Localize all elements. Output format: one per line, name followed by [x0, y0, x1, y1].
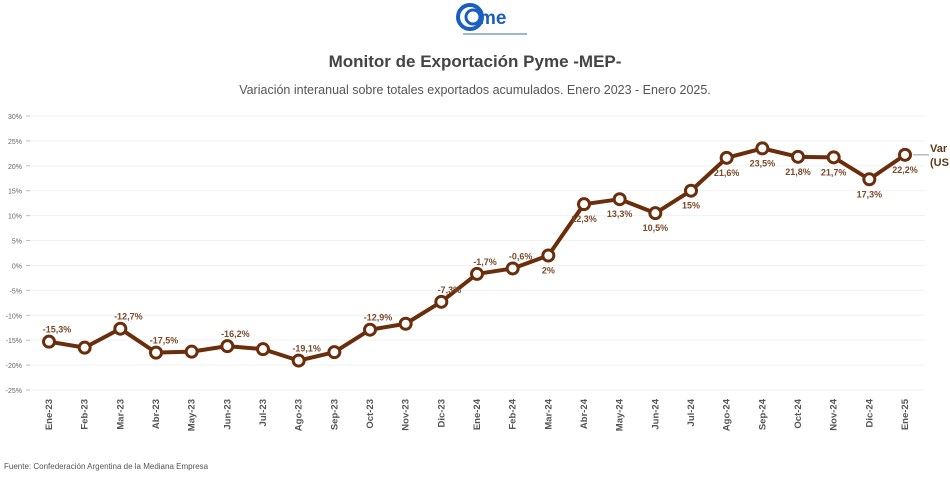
data-point	[648, 206, 663, 221]
chart-title: Monitor de Exportación Pyme -MEP-	[328, 52, 622, 71]
data-point	[541, 248, 556, 263]
x-tick-label: Abr-23	[151, 399, 162, 429]
y-tick-label: -10%	[6, 313, 22, 320]
data-point	[220, 339, 235, 354]
x-tick-label: Mar-24	[543, 398, 554, 429]
data-point	[434, 294, 449, 309]
y-tick-label: 15%	[8, 189, 22, 196]
x-tick-label: Nov-23	[401, 399, 412, 431]
x-tick-label: Feb-24	[508, 398, 519, 429]
data-point	[719, 150, 734, 165]
x-tick-label: Ago-24	[722, 398, 733, 431]
y-tick-label: 25%	[8, 139, 22, 146]
data-label: 17,3%	[857, 189, 883, 199]
data-label: 13,3%	[607, 209, 633, 219]
x-tick-label: Ene-24	[472, 398, 483, 430]
series-line	[48, 146, 907, 363]
x-tick-label: Mar-23	[115, 399, 126, 430]
source-footer: Fuente: Confederación Argentina de la Me…	[4, 462, 209, 471]
x-tick-label: Sep-23	[329, 399, 340, 430]
x-tick-label: Oct-24	[793, 398, 804, 428]
data-point	[612, 192, 627, 207]
series-label-line1: Var	[930, 143, 948, 155]
y-tick-label: 10%	[8, 214, 22, 221]
data-point	[577, 197, 591, 212]
data-label: 23,5%	[750, 158, 776, 168]
data-label: 15%	[682, 201, 700, 211]
data-point	[256, 342, 270, 357]
chart-subtitle: Variación interanual sobre totales expor…	[239, 83, 711, 97]
data-label: 2%	[542, 265, 555, 275]
y-tick-label: -5%	[10, 288, 22, 295]
came-logo: me	[456, 3, 527, 35]
x-tick-label: Jun-23	[222, 399, 233, 430]
data-label: -12,9%	[364, 313, 393, 323]
data-label: -0,6%	[509, 251, 533, 261]
x-tick-label: May-24	[615, 398, 626, 431]
data-label: 10,5%	[643, 223, 669, 233]
x-tick-label: Dic-23	[436, 399, 447, 428]
x-tick-label: May-23	[187, 399, 198, 431]
series-label-line2: (US	[930, 157, 949, 169]
data-label: 21,8%	[785, 167, 811, 177]
x-tick-label: Ene-25	[900, 398, 911, 430]
data-point	[42, 334, 56, 349]
y-tick-label: 20%	[8, 164, 22, 171]
x-tick-label: Nov-24	[829, 398, 840, 430]
data-label: -17,5%	[150, 336, 179, 346]
data-label: 21,7%	[821, 167, 847, 177]
x-tick-label: Jun-24	[650, 398, 661, 429]
data-label: 21,6%	[714, 168, 740, 178]
y-tick-label: -25%	[6, 388, 22, 395]
data-point	[898, 147, 912, 162]
data-point	[291, 353, 306, 368]
data-point	[363, 322, 377, 337]
x-tick-label: Dic-24	[864, 398, 875, 427]
x-tick-label: Ene-23	[44, 399, 55, 430]
data-label: -16,2%	[221, 329, 250, 339]
data-point	[398, 316, 413, 331]
data-point	[470, 266, 484, 281]
data-point	[327, 345, 342, 360]
x-tick-label: Oct-23	[365, 399, 376, 429]
data-label: -1,7%	[473, 257, 497, 267]
data-point	[505, 261, 520, 276]
data-point	[755, 141, 770, 156]
data-label: 22,2%	[892, 165, 918, 175]
data-point	[862, 172, 877, 187]
y-tick-label: 30%	[8, 114, 22, 121]
y-tick-label: 5%	[12, 239, 22, 246]
data-label: -15,3%	[43, 325, 72, 335]
data-label: -12,7%	[114, 312, 143, 322]
svg-text:me: me	[479, 8, 506, 29]
data-point	[791, 149, 805, 164]
y-tick-label: -20%	[6, 363, 22, 370]
y-tick-label: -15%	[6, 338, 22, 345]
data-point	[684, 183, 698, 198]
x-tick-label: Jul-24	[686, 398, 697, 426]
x-tick-label: Sep-24	[757, 398, 768, 430]
data-point	[184, 344, 199, 359]
x-tick-label: Abr-24	[579, 398, 590, 429]
data-label: -19,1%	[292, 344, 321, 354]
data-point	[826, 150, 841, 165]
data-point	[149, 345, 163, 360]
data-label: 12,3%	[571, 214, 597, 224]
x-tick-label: Ago-23	[294, 399, 305, 431]
data-point	[77, 340, 92, 355]
x-tick-label: Jul-23	[258, 399, 269, 426]
data-label: -7,3%	[438, 285, 462, 295]
data-point	[113, 321, 128, 336]
x-tick-label: Feb-23	[80, 399, 91, 430]
y-tick-label: 0%	[12, 263, 22, 270]
